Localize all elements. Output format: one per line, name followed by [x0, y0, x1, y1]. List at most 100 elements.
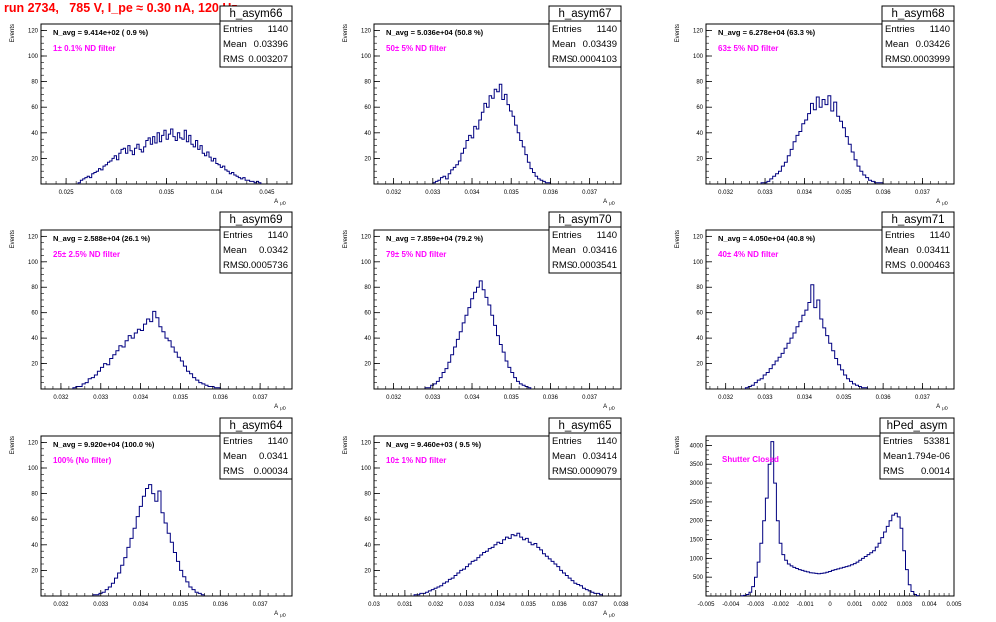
stats-label-mean: Mean [223, 451, 247, 462]
histogram-name: h_asym67 [558, 8, 611, 20]
stats-value-rms: 0.003207 [248, 54, 288, 65]
y-tick-label: 20 [696, 156, 703, 162]
plot-frame [705, 23, 955, 185]
y-tick-label: 80 [31, 492, 38, 498]
histogram-name: hPed_asym [887, 420, 948, 432]
x-tick-label: 0.036 [876, 395, 892, 401]
n-avg-label: N_avg = 6.278e+04 (63.3 %) [718, 28, 816, 37]
stats-label-rms: RMS [552, 260, 573, 271]
filter-label: 63± 5% ND filter [718, 44, 778, 53]
y-tick-label: 40 [31, 336, 38, 342]
stats-value-entries: 1140 [597, 230, 617, 241]
stats-box [219, 432, 293, 480]
x-tick-label: 0.03 [368, 602, 380, 608]
y-tick-label: 60 [696, 105, 703, 111]
x-tick-label: 0.031 [397, 602, 413, 608]
panel-h_asym66: 0.025 0.03 0.035 0.04 0.045 20 40 60 80 100 120 Eve… [10, 5, 293, 206]
stats-value-entries: 1140 [597, 24, 617, 35]
y-axis-label: Events [10, 230, 16, 248]
y-tick-label: 60 [364, 311, 371, 317]
y-tick-label: 100 [693, 54, 704, 60]
y-tick-label: 3500 [690, 462, 704, 468]
y-tick-label: 80 [31, 285, 38, 291]
stats-value-rms: 0.0005736 [243, 260, 288, 271]
stats-label-entries: Entries [223, 24, 253, 35]
stats-value-mean: 0.0341 [259, 451, 288, 462]
stats-label-mean: Mean [552, 245, 576, 256]
stats-box [548, 226, 622, 274]
stats-value-entries: 1140 [930, 24, 950, 35]
y-tick-label: 20 [364, 568, 371, 574]
x-tick-label: 0.025 [59, 190, 75, 196]
filter-label: 1± 0.1% ND filter [53, 44, 116, 53]
histogram-line [413, 532, 603, 596]
n-avg-label: N_avg = 5.036e+04 (50.8 %) [386, 28, 484, 37]
x-axis-label-subscript: μD [609, 201, 616, 206]
y-tick-label: 40 [364, 131, 371, 137]
x-tick-label: 0.001 [847, 602, 863, 608]
stats-label-entries: Entries [223, 436, 253, 447]
x-tick-label: 0.035 [173, 602, 189, 608]
n-avg-label: N_avg = 9.414e+02 ( 0.9 %) [53, 28, 149, 37]
y-axis-label: Events [343, 24, 349, 42]
x-tick-label: 0.034 [797, 190, 813, 196]
y-tick-label: 80 [31, 80, 38, 86]
stats-label-mean: Mean [552, 451, 576, 462]
x-tick-label: 0.005 [946, 602, 962, 608]
x-tick-label: 0.037 [582, 395, 598, 401]
y-tick-label: 120 [693, 28, 704, 34]
stats-value-entries: 1140 [930, 230, 950, 241]
x-axis-label-subscript: μD [280, 406, 287, 411]
stats-value-rms: 0.0003541 [572, 260, 617, 271]
y-tick-label: 120 [361, 28, 372, 34]
plot-frame [373, 23, 622, 185]
x-tick-label: 0.037 [582, 190, 598, 196]
x-tick-label: 0.032 [386, 190, 402, 196]
x-tick-label: 0.033 [425, 190, 441, 196]
plot-frame [373, 229, 622, 390]
filter-label: 10± 1% ND filter [386, 456, 446, 465]
x-tick-label: 0.032 [428, 602, 444, 608]
x-tick-label: 0.035 [836, 395, 852, 401]
stats-label-rms: RMS [223, 260, 244, 271]
histogram-name: h_asym71 [891, 214, 944, 226]
stats-label-entries: Entries [883, 436, 913, 447]
y-tick-label: 100 [28, 54, 39, 60]
stats-label-entries: Entries [552, 230, 582, 241]
x-tick-label: 0.002 [872, 602, 888, 608]
x-tick-label: 0 [828, 602, 832, 608]
stats-label-entries: Entries [885, 230, 915, 241]
x-tick-label: 0.037 [253, 395, 269, 401]
stats-label-rms: RMS [552, 54, 573, 65]
stats-box [548, 432, 622, 480]
y-tick-label: 20 [364, 156, 371, 162]
x-tick-label: 0.034 [465, 395, 481, 401]
histogram-name: h_asym70 [558, 214, 611, 226]
x-axis-label-subscript: μD [942, 406, 949, 411]
histogram-name: h_asym69 [229, 214, 282, 226]
y-tick-label: 20 [31, 362, 38, 368]
y-tick-label: 40 [364, 336, 371, 342]
y-tick-label: 100 [361, 260, 372, 266]
stats-value-mean: 0.03439 [583, 39, 617, 50]
histogram-line [424, 280, 532, 389]
y-axis-label: Events [10, 24, 16, 42]
y-tick-label: 100 [361, 54, 372, 60]
filter-label: 79± 5% ND filter [386, 250, 446, 259]
x-tick-label: 0.032 [718, 190, 734, 196]
plot-frame [40, 435, 293, 597]
y-tick-label: 120 [361, 234, 372, 240]
panel-h_asym71: 0.032 0.033 0.034 0.035 0.036 0.037 20 40 60 80 10… [675, 211, 955, 411]
stats-value-mean: 0.03414 [583, 451, 617, 462]
y-tick-label: 120 [28, 28, 39, 34]
stats-value-rms: 0.00034 [254, 466, 288, 477]
n-avg-label: N_avg = 9.460e+03 ( 9.5 %) [386, 440, 482, 449]
x-tick-label: 0.004 [922, 602, 938, 608]
stats-label-mean: Mean [883, 451, 907, 462]
histogram-line [740, 441, 920, 597]
histogram-line [92, 484, 205, 596]
